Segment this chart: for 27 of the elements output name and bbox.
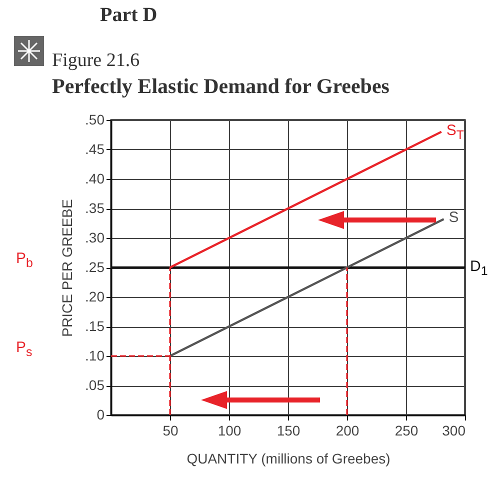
chart-title: Perfectly Elastic Demand for Greebes — [52, 74, 390, 99]
x-tick-label: 50 — [162, 422, 178, 438]
y-tick-label: .35 — [85, 200, 105, 216]
y-tick-label: .30 — [85, 230, 105, 246]
y-tick-label: 0 — [96, 406, 105, 422]
y-tick-label: .20 — [85, 288, 105, 304]
y-tick-label: .45 — [85, 141, 105, 157]
x-tick-label: 300 — [442, 422, 466, 438]
text: Part D — [100, 4, 158, 27]
series-label: S — [448, 209, 459, 226]
y-tick-label: .10 — [85, 348, 105, 364]
y-tick-label: .40 — [85, 170, 105, 186]
x-tick-label: 200 — [336, 422, 360, 438]
y-tick-label: .25 — [85, 259, 105, 275]
x-axis-title: QUANTITY (millions of Greebes) — [186, 450, 390, 466]
x-tick-label: 100 — [218, 422, 242, 438]
x-tick-label: 250 — [394, 422, 418, 438]
y-tick-label: .15 — [85, 318, 105, 334]
y-tick-label: .05 — [85, 377, 105, 393]
text: P$_{b}$ — [16, 250, 33, 270]
y-axis-title: PRICE PER GREEBE — [59, 199, 76, 337]
chart-subtitle: Figure 21.6 — [52, 50, 140, 72]
series-label: S$_{T}$ — [446, 122, 464, 142]
series-label: D$_{1}$ — [470, 258, 488, 278]
x-tick-label: 150 — [276, 422, 300, 438]
text: P$_{s}$ — [16, 339, 32, 359]
y-tick-label: .50 — [85, 112, 105, 128]
